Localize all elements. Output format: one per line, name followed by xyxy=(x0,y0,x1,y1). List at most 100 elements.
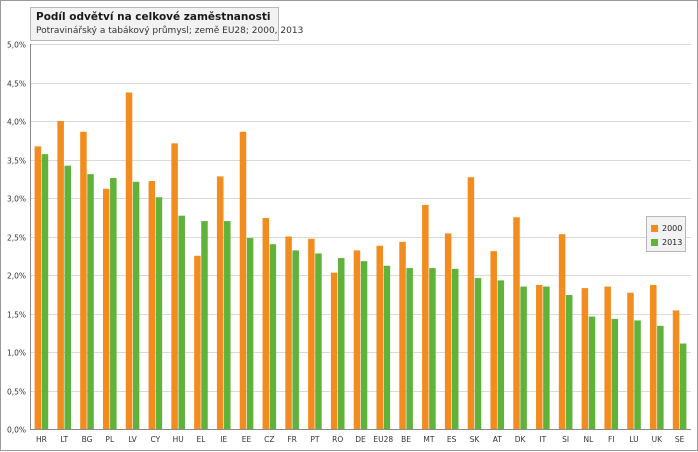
x-tick-label: SI xyxy=(562,435,569,444)
bar-IE-2000 xyxy=(216,176,224,429)
bar-BG-2000 xyxy=(80,131,87,429)
bar-IT-2000 xyxy=(536,285,543,429)
bar-RO-2000 xyxy=(330,272,338,429)
y-tick-label: 1,0% xyxy=(7,349,26,358)
x-tick-label: EU28 xyxy=(373,435,393,444)
x-tick-label: FI xyxy=(608,435,615,444)
bar-UK-2000 xyxy=(650,285,657,429)
x-tick-label: EL xyxy=(196,435,206,444)
legend-label-2000: 2000 xyxy=(662,223,683,233)
bar-DE-2013 xyxy=(360,261,368,429)
x-tick-label: IT xyxy=(539,435,546,444)
bar-LT-2013 xyxy=(64,165,71,429)
bar-MT-2013 xyxy=(429,268,436,429)
bar-SI-2013 xyxy=(565,295,573,429)
y-tick-label: 2,0% xyxy=(7,272,26,281)
bar-EE-2013 xyxy=(246,238,254,429)
x-tick-label: ES xyxy=(447,435,457,444)
x-tick-label: CZ xyxy=(264,435,274,444)
y-tick-label: 0,0% xyxy=(7,426,26,435)
legend-swatch-2013 xyxy=(651,238,658,246)
bar-PT-2013 xyxy=(315,253,322,429)
bar-ES-2000 xyxy=(444,233,452,429)
bar-CZ-2000 xyxy=(262,218,270,429)
bar-BG-2013 xyxy=(87,174,94,429)
x-tick-label: BE xyxy=(401,435,411,444)
chart-title-box: Podíl odvětví na celkové zaměstnanosti P… xyxy=(30,7,303,41)
y-tick-label: 5,0% xyxy=(7,41,26,50)
bar-SE-2013 xyxy=(679,343,687,429)
bar-SI-2000 xyxy=(558,234,566,429)
bars xyxy=(34,92,687,430)
bar-CZ-2013 xyxy=(269,244,277,429)
legend-item-2000: 2000 xyxy=(651,223,682,233)
bar-IT-2013 xyxy=(543,286,550,429)
x-tick-label: LV xyxy=(128,435,137,444)
bar-AT-2000 xyxy=(490,251,497,429)
bar-SE-2000 xyxy=(672,310,680,429)
x-tick-label: LU xyxy=(629,435,638,444)
bar-PL-2013 xyxy=(110,177,117,429)
bar-FI-2000 xyxy=(604,286,611,429)
bar-LU-2013 xyxy=(634,320,641,429)
bar-RO-2013 xyxy=(338,258,345,429)
bar-DE-2000 xyxy=(353,250,361,429)
x-tick-label: BG xyxy=(82,435,93,444)
bar-LV-2000 xyxy=(125,92,133,429)
bar-BE-2013 xyxy=(406,268,413,429)
x-tick-label: AT xyxy=(493,435,503,444)
bar-HR-2013 xyxy=(41,154,49,430)
bar-HU-2013 xyxy=(178,215,185,429)
x-tick-label: CY xyxy=(151,435,161,444)
y-tick-label: 3,0% xyxy=(7,195,26,204)
bar-HU-2000 xyxy=(171,143,178,429)
bar-CY-2013 xyxy=(155,197,163,429)
bar-DK-2013 xyxy=(520,286,527,429)
y-tick-label: 4,5% xyxy=(7,80,26,89)
y-tick-label: 1,5% xyxy=(7,311,26,320)
x-axis-ticks: HR LT BG PL LV CY HU EL IE EE CZ FR PT RO DE EU28 BE MT ES… xyxy=(36,435,685,444)
x-tick-label: HU xyxy=(173,435,184,444)
x-tick-label: DE xyxy=(355,435,366,444)
y-tick-label: 4,0% xyxy=(7,118,26,127)
bar-FR-2000 xyxy=(285,236,292,429)
chart-subtitle: Potravinářský a tabákový průmysl; země E… xyxy=(36,26,304,36)
x-tick-label: SE xyxy=(675,435,685,444)
bar-AT-2013 xyxy=(497,280,505,429)
bar-PL-2000 xyxy=(102,188,110,429)
x-tick-label: MT xyxy=(423,435,434,444)
y-axis-ticks: 0,0% 0,5% 1,0% 1,5% 2,0% 2,5% 3,0% 3,5% 4,0% 4,5%… xyxy=(7,41,26,435)
bar-FR-2013 xyxy=(292,250,299,429)
bar-SK-2013 xyxy=(474,278,482,429)
bar-LU-2000 xyxy=(627,292,634,429)
legend-swatch-2000 xyxy=(651,224,658,232)
bar-PT-2000 xyxy=(308,238,315,429)
bar-EU28-2000 xyxy=(376,245,383,429)
bar-EL-2013 xyxy=(201,221,208,429)
bar-EL-2000 xyxy=(194,255,201,429)
x-tick-label: FR xyxy=(287,435,297,444)
bar-LT-2000 xyxy=(57,121,64,429)
bar-HR-2000 xyxy=(34,146,42,429)
bar-IE-2013 xyxy=(224,221,231,429)
x-tick-label: LT xyxy=(60,435,68,444)
bar-FI-2013 xyxy=(611,318,619,429)
bar-NL-2013 xyxy=(588,316,596,429)
x-tick-label: SK xyxy=(470,435,481,444)
legend-label-2013: 2013 xyxy=(662,237,683,247)
bar-CY-2000 xyxy=(148,181,156,429)
chart-title: Podíl odvětví na celkové zaměstnanosti xyxy=(36,11,271,23)
x-tick-label: DK xyxy=(515,435,527,444)
y-tick-label: 2,5% xyxy=(7,234,26,243)
x-tick-label: RO xyxy=(332,435,343,444)
bar-EE-2000 xyxy=(239,131,247,429)
x-tick-label: NL xyxy=(584,435,595,444)
x-tick-label: HR xyxy=(36,435,47,444)
y-tick-label: 0,5% xyxy=(7,388,26,397)
grid-lines xyxy=(30,44,691,392)
bar-DK-2000 xyxy=(513,217,520,429)
bar-SK-2000 xyxy=(467,177,475,429)
x-tick-label: PT xyxy=(310,435,320,444)
bar-NL-2000 xyxy=(581,288,589,429)
